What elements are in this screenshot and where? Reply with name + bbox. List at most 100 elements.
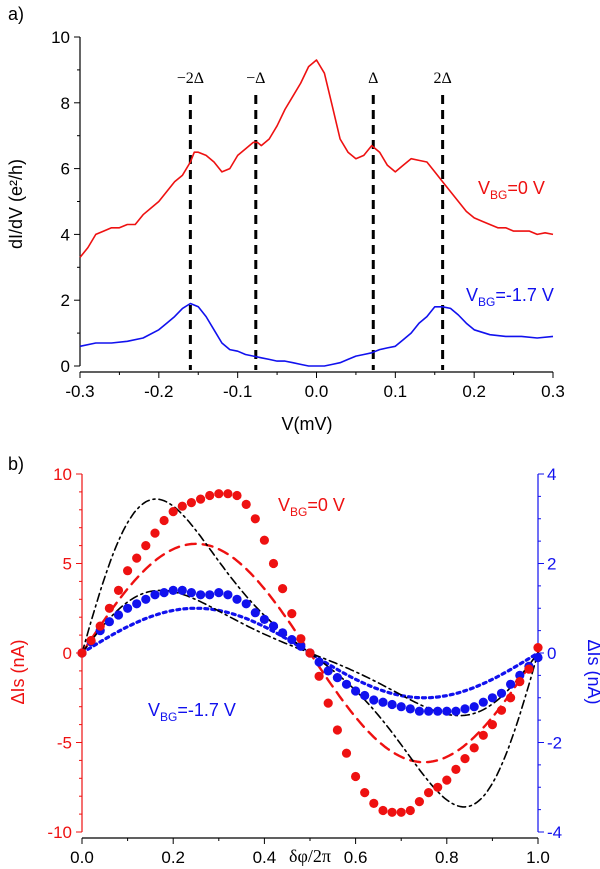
- panel-a-x-tick-label: 0.2: [462, 382, 486, 401]
- gap-marker-label: 2Δ: [433, 70, 451, 87]
- panel-a-label: a): [8, 4, 24, 24]
- data-point-red: [387, 807, 397, 817]
- data-point-red: [123, 566, 133, 576]
- data-point-red: [95, 621, 105, 631]
- data-point-red: [341, 748, 352, 758]
- data-point-red: [177, 501, 187, 511]
- gap-marker-label: Δ: [368, 70, 378, 87]
- panel-b-x-axis-label: δφ/2π: [289, 846, 331, 866]
- panel-b-left-y-tick-label: -5: [57, 734, 72, 753]
- panel-b-x-tick-label: 0.0: [70, 848, 94, 867]
- panel-b-x-tick-label: 0.8: [435, 848, 459, 867]
- panel-b-left-y-tick-label: -10: [47, 823, 72, 842]
- data-point-blue: [396, 702, 406, 712]
- data-point-blue: [141, 594, 151, 604]
- data-point-blue: [223, 590, 233, 600]
- data-point-blue: [460, 704, 470, 714]
- panel-b-right-y-axis-label: ΔIs (nA): [584, 639, 600, 704]
- data-point-red: [442, 775, 452, 785]
- data-point-blue: [287, 635, 297, 645]
- data-point-red: [278, 584, 288, 594]
- data-point-blue: [341, 679, 352, 689]
- dIdV-curve-vbg-0: [79, 59, 554, 258]
- data-point-blue: [387, 699, 397, 710]
- data-point-blue: [214, 588, 224, 598]
- data-point-red: [351, 771, 361, 782]
- data-point-red: [424, 788, 434, 798]
- data-point-blue: [323, 666, 333, 676]
- panel-b-axes: -10 -5 0 5 10 -4 -2 0 2 4 0.0 0.2 0.4 0.6 0.8 1.0: [47, 465, 562, 867]
- panel-b-left-y-tick-label: 10: [53, 465, 72, 484]
- panel-b-legend-blue: VBG=-1.7 V: [148, 700, 236, 724]
- data-point-red: [214, 489, 224, 499]
- panel-b-label: b): [8, 454, 24, 474]
- panel-b-left-y-axis-label: ΔIs (nA): [8, 639, 28, 704]
- panel-a-series: [79, 59, 554, 367]
- data-point-red: [141, 541, 151, 551]
- data-point-red: [168, 507, 178, 517]
- data-point-blue: [177, 585, 187, 596]
- gap-marker-label: −Δ: [246, 70, 265, 87]
- data-point-blue: [186, 588, 196, 598]
- panel-a-y-tick-label: 10: [51, 28, 70, 47]
- panel-a-y-tick-label: 6: [61, 160, 70, 179]
- data-point-red: [241, 499, 251, 509]
- data-point-blue: [123, 603, 133, 613]
- panel-a-y-tick-label: 4: [61, 225, 70, 244]
- data-point-red: [433, 782, 443, 792]
- panel-a-legend-blue: VBG=-1.7 V: [466, 285, 554, 309]
- panel-a-axes: 0 2 4 6 8 10 -0.3 -0.2 -0.1 0.0 0.1 0.2 0.3: [51, 28, 565, 401]
- gap-marker-label: −2Δ: [177, 70, 204, 87]
- panel-a-x-tick-label: 0.1: [384, 382, 408, 401]
- data-point-red: [86, 635, 96, 646]
- data-point-red: [196, 494, 206, 504]
- panel-a-legend-red: VBG=0 V: [478, 178, 545, 202]
- data-point-red: [268, 558, 279, 569]
- data-point-red: [186, 498, 196, 508]
- data-point-blue: [451, 706, 461, 716]
- data-point-red: [314, 671, 324, 681]
- data-point-blue: [360, 690, 370, 701]
- data-point-blue: [496, 688, 507, 698]
- data-point-red: [478, 730, 488, 740]
- panel-a-x-tick-label: -0.1: [223, 382, 252, 401]
- data-point-red: [533, 643, 543, 653]
- data-point-blue: [442, 706, 452, 716]
- data-point-red: [223, 489, 233, 499]
- data-point-red: [305, 648, 315, 658]
- data-point-red: [487, 720, 497, 730]
- data-point-red: [506, 693, 516, 703]
- data-point-red: [496, 705, 507, 715]
- panel-a-y-tick-label: 2: [61, 291, 70, 310]
- panel-a-y-axis-label: dI/dV (e²/h): [6, 159, 26, 249]
- panel-a-marker-lines: −2Δ −Δ Δ 2Δ: [177, 70, 452, 370]
- fit-curve-dashdot-5: [81, 589, 539, 717]
- data-point-blue: [332, 673, 342, 683]
- panel-b-x-tick-label: 0.6: [344, 848, 368, 867]
- data-point-red: [287, 609, 297, 619]
- data-point-red: [332, 725, 342, 735]
- panel-b: b) -10 -5 0 5 10 -4 -2 0 2 4 0.0 0.2 0.4 0.6 0.8 1.0 ΔI…: [8, 454, 600, 867]
- data-point-blue: [414, 706, 424, 716]
- data-point-blue: [278, 628, 288, 638]
- panel-a-x-tick-label: -0.3: [65, 382, 94, 401]
- panel-b-right-y-tick-label: 2: [547, 555, 556, 574]
- panel-b-right-y-tick-label: 4: [547, 465, 556, 484]
- data-point-blue: [478, 697, 488, 707]
- data-point-red: [113, 585, 124, 596]
- panel-b-left-y-tick-label: 0: [63, 644, 72, 663]
- data-point-blue: [159, 588, 169, 598]
- data-point-blue: [232, 594, 242, 604]
- panel-b-legend-red: VBG=0 V: [278, 495, 345, 519]
- data-point-blue: [296, 641, 306, 651]
- data-point-blue: [469, 702, 479, 712]
- data-point-blue: [378, 697, 388, 707]
- data-point-blue: [433, 706, 443, 716]
- panel-b-x-tick-label: 0.2: [161, 848, 185, 867]
- data-point-red: [414, 797, 424, 807]
- data-point-blue: [405, 704, 415, 714]
- data-point-red: [159, 515, 169, 526]
- panel-a-x-tick-label: -0.2: [144, 382, 173, 401]
- panel-a-x-tick-label: 0.3: [541, 382, 565, 401]
- data-point-blue: [196, 590, 206, 600]
